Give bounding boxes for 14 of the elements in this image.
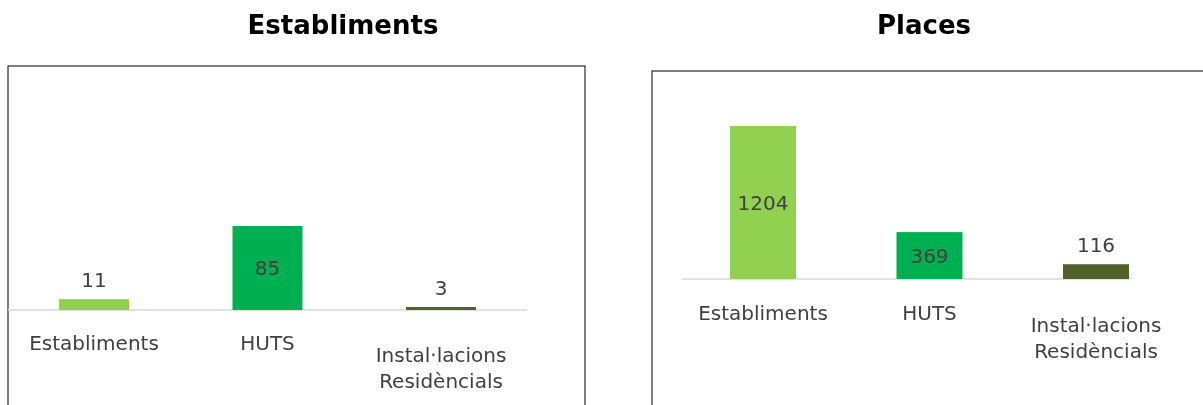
x-tick-label: HUTS bbox=[902, 301, 957, 325]
data-label: 1204 bbox=[737, 190, 789, 215]
data-label: 116 bbox=[1076, 233, 1116, 258]
x-tick-label: HUTS bbox=[240, 331, 295, 355]
chart-title: Places bbox=[876, 10, 972, 40]
data-label: 11 bbox=[81, 268, 107, 293]
data-label: 369 bbox=[910, 243, 949, 268]
x-tick-label: Instal·lacions Residèncials bbox=[1030, 313, 1162, 363]
data-label: 85 bbox=[254, 256, 281, 280]
chart-title: Establiments bbox=[247, 10, 439, 40]
x-tick-label: Establiments bbox=[698, 301, 828, 325]
data-label: 3 bbox=[434, 276, 448, 301]
x-tick-label: Instal·lacions Residèncials bbox=[375, 343, 507, 393]
x-tick-label: Establiments bbox=[29, 331, 159, 355]
